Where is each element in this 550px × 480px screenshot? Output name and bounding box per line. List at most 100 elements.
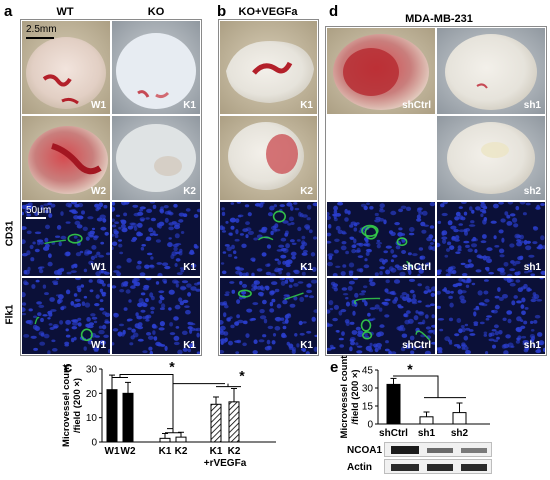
chart-e-bar-2 <box>452 412 467 425</box>
header-ko-vegfa: KO+VEGFa <box>238 6 298 18</box>
tumor-photo-k2-art <box>112 116 200 200</box>
cd31-shctrl-art <box>327 202 435 276</box>
scale-bar <box>26 37 54 39</box>
panel-d-frame <box>325 26 547 356</box>
tumor-photo-w2-art <box>22 116 110 200</box>
chart-e-ytick-label-2: 30 <box>362 384 374 395</box>
chart-e-xtick-label-1: sh1 <box>418 428 436 439</box>
flk1-b-k1-art <box>220 278 317 354</box>
chart-c-bar-2 <box>159 437 171 443</box>
flk1-b-k1: K1 <box>220 278 317 354</box>
tumor-photo-b-k1-art <box>220 21 317 114</box>
label-flk1-w1: W1 <box>91 340 106 351</box>
flk1-w1-art <box>22 278 110 354</box>
label-cd31-k1: K1 <box>183 262 196 273</box>
cd31-b-k1-art <box>220 202 317 276</box>
chart-c-bar-4 <box>210 403 222 443</box>
flk1-shctrl: shCtrl <box>327 278 435 354</box>
chart-c-ylabel-1: /field (200 ×) <box>72 378 83 433</box>
flk1-shctrl-art <box>327 278 435 354</box>
chart-e-bar-1 <box>419 416 434 425</box>
micro-scale-bar <box>26 217 46 219</box>
cd31-w1-art <box>22 202 110 276</box>
panel-letter-a: a <box>4 3 13 20</box>
flk1-k1: K1 <box>112 278 200 354</box>
chart-c-xtick-label-3: K2 <box>175 446 188 457</box>
blot-actin <box>384 459 492 474</box>
label-flk1-sh1: sh1 <box>523 340 541 351</box>
cd31-sh1-art <box>437 202 545 276</box>
chart-e-xtick-label-2: sh2 <box>451 428 469 439</box>
chart-c-ylabel-0: Microvessel count <box>61 363 72 447</box>
cd31-k1: K1 <box>112 202 200 276</box>
tumor-photo-k1: K1 <box>112 21 200 114</box>
chart-e-ylabel-0: Microvessel count <box>339 355 350 439</box>
label-flk1-shctrl: shCtrl <box>402 340 431 351</box>
label-cd31-b-k1: K1 <box>300 262 313 273</box>
tumor-photo-w2: W2 <box>22 116 110 200</box>
chart-e-ytick-label-1: 15 <box>362 402 374 413</box>
chart-c-significance-2: * <box>239 368 245 384</box>
empty-slot <box>327 116 435 200</box>
tumor-photo-k2: K2 <box>112 116 200 200</box>
row-label-cd31: CD31 <box>4 220 16 247</box>
chart-c-bracket-wt-ko <box>112 374 181 434</box>
blot-label-actin: Actin <box>347 462 372 473</box>
chart-e-bracket <box>393 375 466 399</box>
chart-c-xtick-label-2: K1 <box>159 446 172 457</box>
tumor-photo-sh1: sh1 <box>437 28 545 114</box>
chart-c-xtick-label-0: W1 <box>105 446 120 457</box>
flk1-sh1: sh1 <box>437 278 545 354</box>
label-w2: W2 <box>91 186 106 197</box>
tumor-photo-b-k1: K1 <box>220 21 317 114</box>
label-flk1-b-k1: K1 <box>300 340 313 351</box>
chart-e-ylabel-1: /field (200 ×) <box>350 369 361 424</box>
chart-c-bar-5 <box>228 401 240 443</box>
label-k2: K2 <box>183 186 196 197</box>
row-label-flk1: Flk1 <box>4 304 16 325</box>
cd31-k1-art <box>112 202 200 276</box>
panel-letter-c: c <box>64 359 73 376</box>
label-d-sh1: sh1 <box>523 100 541 111</box>
flk1-k1-art <box>112 278 200 354</box>
chart-c-xtick-label-4: K1 <box>210 446 223 457</box>
chart-c-xtick-label-1: W2 <box>121 446 136 457</box>
panel-letter-e: e <box>330 359 339 376</box>
chart-c-ytick-label-0: 0 <box>91 438 97 449</box>
label-cd31-shctrl: shCtrl <box>402 262 431 273</box>
chart-c-xtick-label-5: K2 <box>228 446 241 457</box>
tumor-photo-sh2-art <box>437 116 545 200</box>
header-mda-mb-231: MDA-MB-231 <box>405 13 473 25</box>
chart-c: Microvessel count/field (200 ×) 0 10 20 30 W1… <box>61 359 276 469</box>
label-b-k2: K2 <box>300 186 313 197</box>
chart-e-ytick-label-3: 45 <box>362 366 374 377</box>
cd31-sh1: sh1 <box>437 202 545 276</box>
label-b-k1: K1 <box>300 100 313 111</box>
label-cd31-w1: W1 <box>91 262 106 273</box>
chart-c-bracket-ko-vegfa <box>172 383 241 429</box>
chart-c-bar-3 <box>175 436 187 443</box>
chart-c-ytick-label-3: 30 <box>86 365 98 376</box>
chart-e-ytick-label-0: 0 <box>367 420 373 431</box>
label-k1: K1 <box>183 100 196 111</box>
chart-c-bar-0 <box>106 389 118 443</box>
blot-actin-bands <box>391 464 487 471</box>
tumor-photo-b-k2: K2 <box>220 116 317 200</box>
panel-letter-b: b <box>217 3 227 20</box>
header-ko: KO <box>147 6 165 18</box>
cd31-w1: 50μm W1 <box>22 202 110 276</box>
blot-ncoa1 <box>384 442 492 457</box>
chart-e: Microvessel count/field (200 ×) 0 15 30 45 sh… <box>339 355 490 439</box>
chart-c-bar-1 <box>122 392 134 443</box>
tumor-photo-k1-art <box>112 21 200 114</box>
header-wt: WT <box>56 6 74 18</box>
panel-letter-d: d <box>329 3 339 20</box>
tumor-photo-shctrl: shCtrl <box>327 28 435 114</box>
blot-label-ncoa1: NCOA1 <box>347 445 383 456</box>
tumor-photo-shctrl-art <box>327 28 435 114</box>
label-cd31-sh1: sh1 <box>523 262 541 273</box>
chart-c-significance-1: * <box>169 359 175 375</box>
label-d-sh2: sh2 <box>523 186 541 197</box>
cd31-b-k1: K1 <box>220 202 317 276</box>
chart-c-ytick-label-2: 20 <box>86 389 98 400</box>
